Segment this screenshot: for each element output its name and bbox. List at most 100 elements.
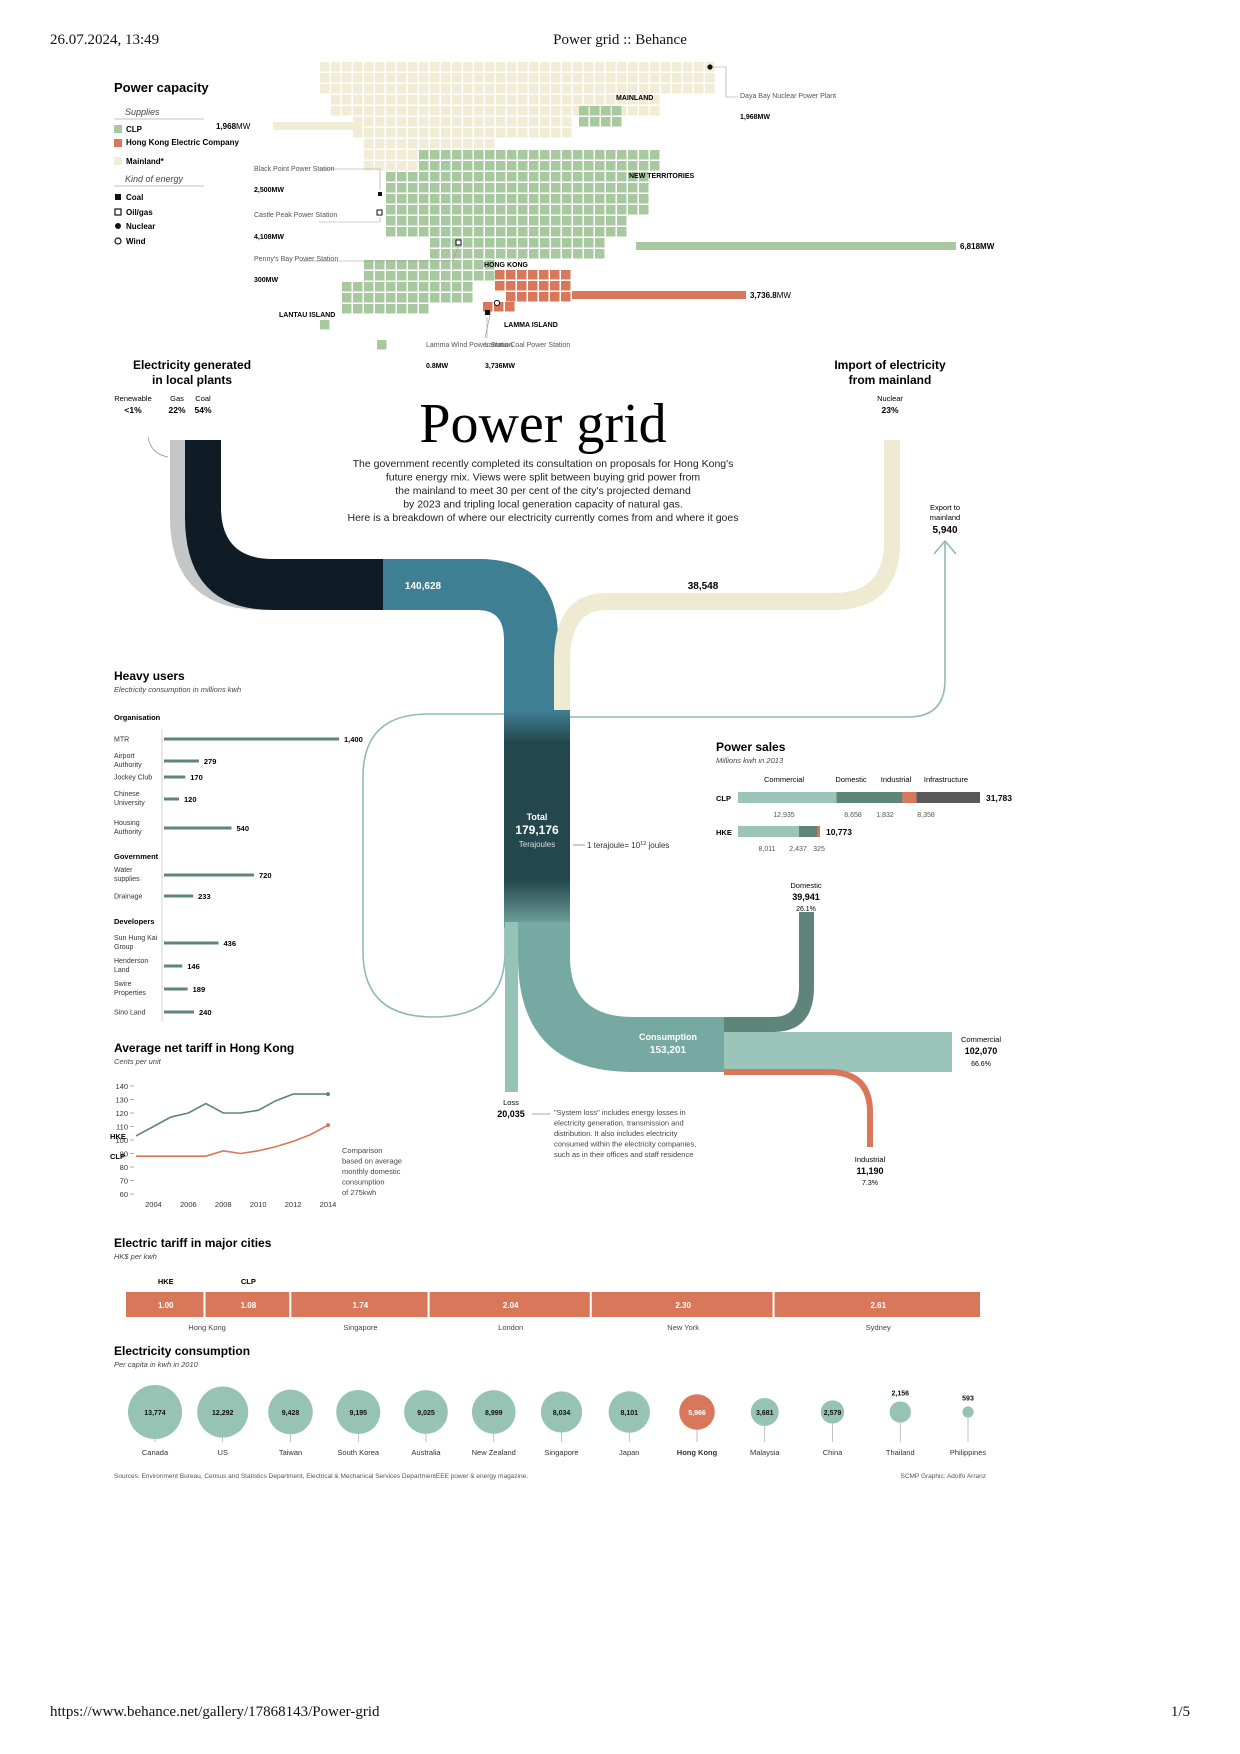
mainland-capacity-bar	[273, 122, 361, 130]
clp-cell	[441, 150, 451, 160]
clp-cell	[408, 282, 418, 292]
clp-cell	[573, 249, 583, 259]
heavy-user-name: Authority	[114, 762, 142, 769]
clp-cell	[628, 194, 638, 204]
sales-segment-value: 2,437	[789, 846, 807, 853]
mainland-cell	[419, 139, 429, 149]
clp-cell	[419, 304, 429, 314]
legend-clp-swatch	[114, 125, 122, 133]
coal-label: Coal	[195, 394, 211, 403]
mainland-cell	[386, 73, 396, 83]
mainland-cell	[606, 95, 616, 105]
mainland-cell	[650, 106, 660, 116]
clp-cell	[529, 238, 539, 248]
mainland-cell	[430, 84, 440, 94]
clp-cell	[419, 260, 429, 270]
clp-cell	[595, 150, 605, 160]
clp-cell	[617, 172, 627, 182]
sales-segment	[738, 826, 799, 837]
clp-cell	[441, 227, 451, 237]
tariff-subtitle: Cents per unit	[114, 1057, 162, 1066]
sales-row-name: HKE	[716, 828, 732, 837]
infographic: Power capacity Supplies CLP Hong Kong El…	[110, 62, 1012, 1480]
mainland-cell	[507, 117, 517, 127]
tariff-xtick: 2004	[145, 1200, 162, 1209]
mainland-cell	[375, 128, 385, 138]
legend-hke-swatch	[114, 139, 122, 147]
clp-cell	[474, 150, 484, 160]
hke-cell	[506, 270, 516, 280]
clp-cell	[342, 282, 352, 292]
clp-cell	[496, 205, 506, 215]
mainland-cell	[683, 84, 693, 94]
consumption-value: 593	[962, 1395, 974, 1402]
legend-hke: Hong Kong Electric Company	[126, 138, 239, 147]
clp-cell	[562, 205, 572, 215]
mainland-cell	[694, 73, 704, 83]
clp-cell	[595, 172, 605, 182]
mainland-cell	[595, 84, 605, 94]
mainland-cell	[463, 62, 473, 72]
heavy-user-name: Properties	[114, 990, 146, 997]
consumption-flow	[518, 922, 724, 1072]
clp-cell	[562, 161, 572, 171]
clp-cell	[573, 194, 583, 204]
sales-segment	[798, 826, 818, 837]
clp-cell	[628, 161, 638, 171]
clp-cell	[452, 205, 462, 215]
mainland-cell	[540, 73, 550, 83]
clp-cell	[441, 238, 451, 248]
mainland-cell	[353, 73, 363, 83]
consumption-bubble	[268, 1389, 313, 1435]
clp-cell	[419, 150, 429, 160]
mainland-cell	[562, 62, 572, 72]
clp-cell	[386, 304, 396, 314]
consumption-bubble	[128, 1385, 182, 1439]
mainland-cell	[331, 95, 341, 105]
heavy-user-bar	[164, 759, 199, 763]
heavy-user-name: Chinese	[114, 791, 140, 798]
clp-cell	[551, 205, 561, 215]
mainland-cell	[463, 95, 473, 105]
clp-cell	[507, 172, 517, 182]
clp-cell	[628, 205, 638, 215]
mainland-cell	[485, 73, 495, 83]
mainland-cell	[617, 106, 627, 116]
mainland-cell	[551, 95, 561, 105]
clp-cell	[463, 205, 473, 215]
mainland-cell	[507, 106, 517, 116]
tariff-line-clp	[136, 1124, 329, 1157]
clp-cell	[430, 271, 440, 281]
coal-value: 54%	[194, 405, 211, 415]
mainland-cell	[540, 117, 550, 127]
mainland-cell	[397, 161, 407, 171]
clp-cell	[452, 216, 462, 226]
intro-line: future energy mix. Views were split betw…	[386, 472, 701, 484]
hke-cell	[517, 292, 527, 302]
clp-cell	[573, 150, 583, 160]
supplies-title: Supplies	[125, 107, 160, 117]
clp-cell	[408, 216, 418, 226]
clp-cell	[397, 183, 407, 193]
clp-cell	[606, 227, 616, 237]
kind-coal: Coal	[126, 193, 143, 202]
hke-cell	[550, 270, 560, 280]
city-tariff-city: Hong Kong	[188, 1323, 226, 1332]
heavy-user-name: Housing	[114, 820, 140, 827]
hke-cell	[550, 292, 560, 302]
city-tariff-value: 2.30	[675, 1301, 691, 1310]
clp-cell	[628, 150, 638, 160]
mainland-cell	[551, 62, 561, 72]
clp-cell	[518, 183, 528, 193]
clp-cell	[507, 238, 517, 248]
mainland-cell	[397, 117, 407, 127]
loss-value: 20,035	[497, 1109, 525, 1119]
mainland-cell	[430, 95, 440, 105]
tariff-title: Average net tariff in Hong Kong	[114, 1041, 294, 1055]
clp-cell	[452, 172, 462, 182]
clp-cell	[408, 227, 418, 237]
local-title-1: Electricity generated	[133, 358, 251, 372]
clp-cell	[617, 161, 627, 171]
mainland-cell	[364, 62, 374, 72]
sales-segment	[916, 792, 980, 803]
